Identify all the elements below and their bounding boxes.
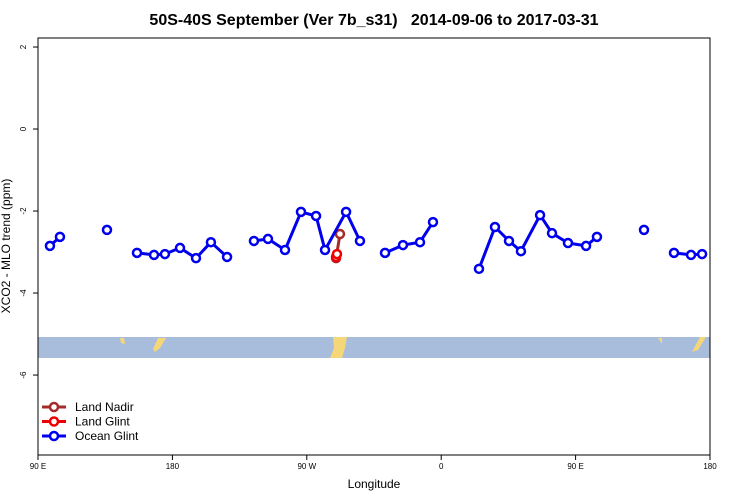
- data-point: [279, 244, 291, 256]
- y-tick-label: -6: [19, 371, 28, 379]
- data-point: [591, 231, 603, 243]
- data-point: [248, 235, 260, 247]
- data-point: [546, 227, 558, 239]
- data-point: [205, 236, 217, 248]
- data-point: [295, 206, 307, 218]
- data-point: [379, 247, 391, 259]
- data-point: [221, 251, 233, 263]
- legend-marker: [48, 430, 60, 442]
- map-strip: [38, 337, 710, 358]
- data-point: [696, 248, 708, 260]
- data-point: [54, 231, 66, 243]
- x-tick-label: 90 W: [297, 462, 316, 471]
- y-tick-label: -4: [19, 289, 28, 297]
- data-point: [331, 248, 343, 260]
- x-tick-label: 90 E: [567, 462, 583, 471]
- data-point: [562, 237, 574, 249]
- data-point: [334, 228, 346, 240]
- data-point: [340, 206, 352, 218]
- legend-marker: [48, 416, 60, 427]
- x-tick-label: 90 E: [30, 462, 46, 471]
- x-tick-label: 180: [703, 462, 717, 471]
- data-point: [44, 240, 56, 252]
- plot-frame: [37, 37, 711, 456]
- x-axis-label: Longitude: [348, 477, 401, 491]
- data-point: [174, 242, 186, 254]
- data-point: [685, 249, 697, 261]
- y-tick-label: 2: [19, 44, 28, 49]
- legend-label: Ocean Glint: [75, 429, 139, 443]
- data-point: [262, 233, 274, 245]
- data-point: [427, 216, 439, 228]
- y-axis-label: XCO2 - MLO trend (ppm): [0, 179, 13, 314]
- data-point: [534, 209, 546, 221]
- legend-label: Land Glint: [75, 415, 130, 429]
- legend-label: Land Nadir: [75, 400, 134, 414]
- series-line: [48, 210, 703, 270]
- data-point: [131, 247, 143, 259]
- x-tick-label: 180: [166, 462, 180, 471]
- data-point: [668, 247, 680, 259]
- data-point: [101, 224, 113, 236]
- data-point: [473, 263, 485, 275]
- data-point: [489, 221, 501, 233]
- x-tick-label: 0: [439, 462, 444, 471]
- data-point: [515, 245, 527, 257]
- data-point: [638, 224, 650, 236]
- data-point: [414, 236, 426, 248]
- data-point: [190, 252, 202, 264]
- y-tick-label: 0: [19, 126, 28, 131]
- data-point: [354, 235, 366, 247]
- data-point: [310, 210, 322, 222]
- data-point: [148, 249, 160, 261]
- chart-title: 50S-40S September (Ver 7b_s31) 2014-09-0…: [149, 12, 598, 29]
- data-point: [319, 244, 331, 256]
- data-point: [503, 235, 515, 247]
- data-point: [580, 240, 592, 252]
- data-point: [397, 239, 409, 251]
- data-point: [159, 248, 171, 260]
- y-tick-label: -2: [19, 207, 28, 215]
- legend-marker: [48, 401, 60, 413]
